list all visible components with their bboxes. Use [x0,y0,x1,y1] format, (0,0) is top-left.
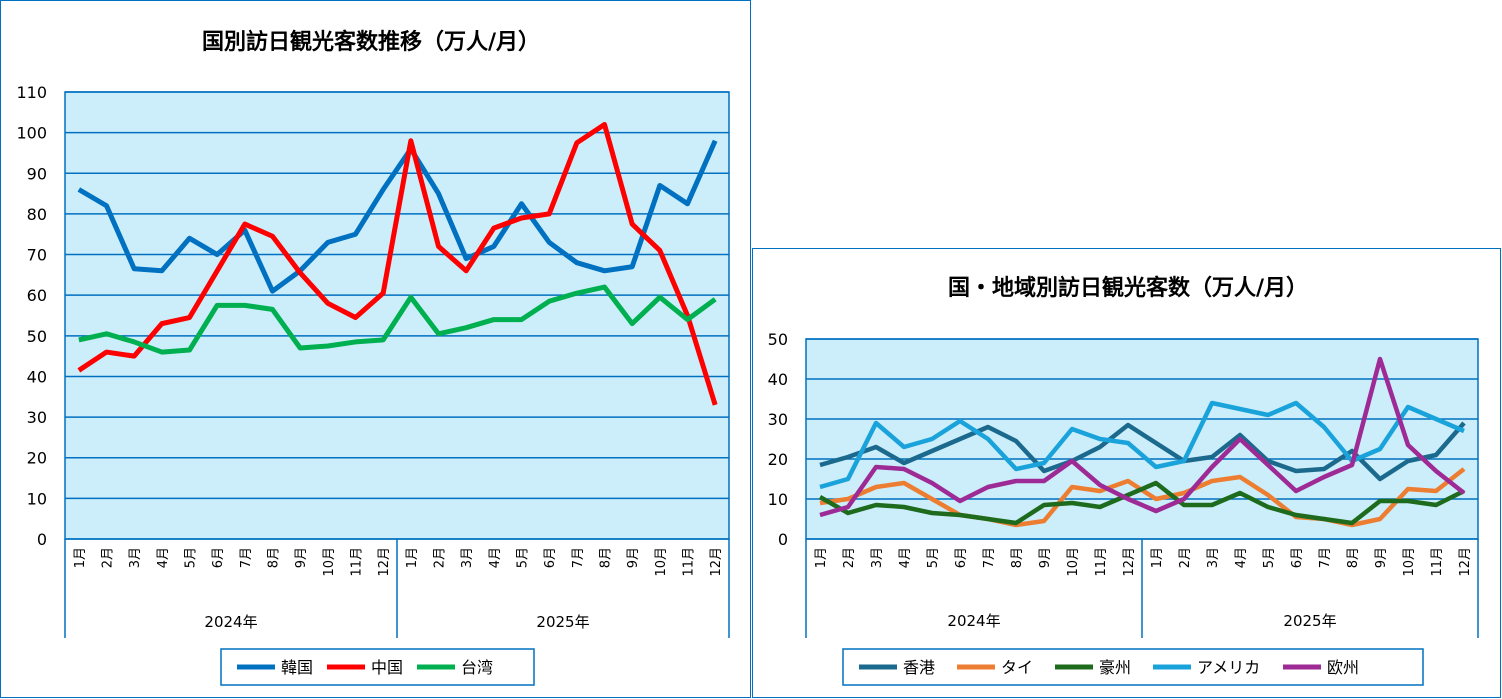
x-tick-label-month: 9月 [626,547,641,568]
series-line-3 [819,400,1465,490]
x-tick-label-month: 11月 [1094,547,1109,577]
x-tick-label-month: 8月 [267,547,282,568]
x-tick-label-month: 8月 [1010,547,1025,568]
x-tick-label-month: 12月 [1458,547,1473,577]
x-tick-label-month: 7月 [239,547,254,568]
series-line-0 [77,139,718,294]
x-tick-label-month: 10月 [322,547,337,577]
x-tick-label-month: 12月 [709,547,724,577]
series-line-1 [77,122,718,406]
x-tick-label-month: 7月 [1318,547,1333,568]
x-tick-label-month: 4月 [488,547,503,568]
x-tick-label-month: 3月 [128,547,143,568]
y-tick-label: 10 [768,490,788,509]
x-tick-label-month: 2月 [842,547,857,568]
x-tick-label-month: 5月 [516,547,531,568]
x-tick-label-month: 4月 [1234,547,1249,568]
x-tick-label-month: 7月 [571,547,586,568]
line-chart-major-countries: 国別訪日観光客数推移（万人/月） 0 10 20 30 40 50 60 70 80 90 100 11… [16,29,730,686]
x-tick-label-month: 12月 [377,547,392,577]
y-tick-label: 40 [27,367,47,386]
y-tick-label: 80 [27,205,47,224]
y-tick-label: 10 [27,489,47,508]
x-tick-label-month: 9月 [294,547,309,568]
y-tick-label: 40 [768,370,788,389]
legend-label: 中国 [371,658,403,677]
x-tick-label-month: 2月 [101,547,116,568]
y-tick-label: 110 [16,83,47,102]
y-tick-label: 20 [768,450,788,469]
x-tick-label-month: 3月 [870,547,885,568]
x-tick-label-month: 1月 [73,547,88,568]
x-tick-label-month: 1月 [405,547,420,568]
x-tick-label-month: 12月 [1122,547,1137,577]
x-tick-label-month: 4月 [156,547,171,568]
line-chart-regions: 国・地域別訪日観光客数（万人/月） 0 10 20 30 40 50 1月 2月 3月 4月 5月 6月… [768,275,1479,686]
x-tick-label-month: 6月 [543,547,558,568]
chart-title: 国別訪日観光客数推移（万人/月） [202,29,540,55]
legend [842,648,1424,686]
x-tick-label-month: 1月 [814,547,829,568]
x-tick-label-month: 11月 [350,547,365,577]
legend-label: 香港 [903,658,935,677]
x-tick-label-month: 6月 [954,547,969,568]
y-tick-label: 50 [27,327,47,346]
x-tick-label-month: 10月 [1402,547,1417,577]
chart-panel-major-countries: 国別訪日観光客数推移（万人/月） 0 10 20 30 40 50 60 70 80 90 100 11… [0,0,751,698]
chart-panel-regions: 国・地域別訪日観光客数（万人/月） 0 10 20 30 40 50 1月 2月 3月 4月 5月 6月… [752,248,1501,698]
legend-label: 豪州 [1099,658,1131,677]
series-line-2 [78,284,717,355]
y-tick-label: 30 [768,410,788,429]
y-tick-label: 20 [27,449,47,468]
legend-label: 韓国 [281,658,313,677]
x-tick-label-month: 7月 [982,547,997,568]
legend-label: 台湾 [461,658,493,677]
x-group-label-year: 2024年 [204,613,257,631]
legend-label: タイ [1001,658,1033,677]
series-line-2 [818,480,1466,526]
x-tick-label-month: 5月 [184,547,199,568]
x-tick-label-month: 8月 [1346,547,1361,568]
y-tick-label: 70 [27,246,47,265]
x-tick-label-month: 10月 [654,547,669,577]
x-tick-label-month: 10月 [1066,547,1081,577]
y-tick-label: 30 [27,408,47,427]
chart-title: 国・地域別訪日観光客数（万人/月） [948,275,1308,301]
y-tick-label: 100 [16,124,47,143]
y-tick-label: 50 [768,330,788,349]
y-tick-label: 0 [778,530,788,549]
legend-label: 欧州 [1327,658,1359,677]
x-group-label-year: 2024年 [947,612,1000,630]
x-tick-label-month: 3月 [460,547,475,568]
x-tick-label-month: 2月 [433,547,448,568]
x-tick-label-month: 11月 [1430,547,1445,577]
x-tick-label-month: 11月 [682,547,697,577]
series-line-4 [819,356,1466,518]
x-tick-label-month: 4月 [898,547,913,568]
x-tick-label-month: 3月 [1206,547,1221,568]
x-tick-label-month: 1月 [1150,547,1165,568]
y-tick-label: 0 [37,530,47,549]
x-tick-label-month: 6月 [1290,547,1305,568]
x-tick-label-month: 9月 [1374,547,1389,568]
y-tick-label: 90 [27,164,47,183]
x-tick-label-month: 2月 [1178,547,1193,568]
x-group-label-year: 2025年 [536,613,589,631]
x-tick-label-month: 8月 [599,547,614,568]
x-group-label-year: 2025年 [1283,612,1336,630]
x-tick-label-month: 9月 [1038,547,1053,568]
x-tick-label-month: 6月 [211,547,226,568]
x-tick-label-month: 5月 [1262,547,1277,568]
x-tick-label-month: 5月 [926,547,941,568]
y-tick-label: 60 [27,286,47,305]
legend-label: アメリカ [1197,658,1260,677]
